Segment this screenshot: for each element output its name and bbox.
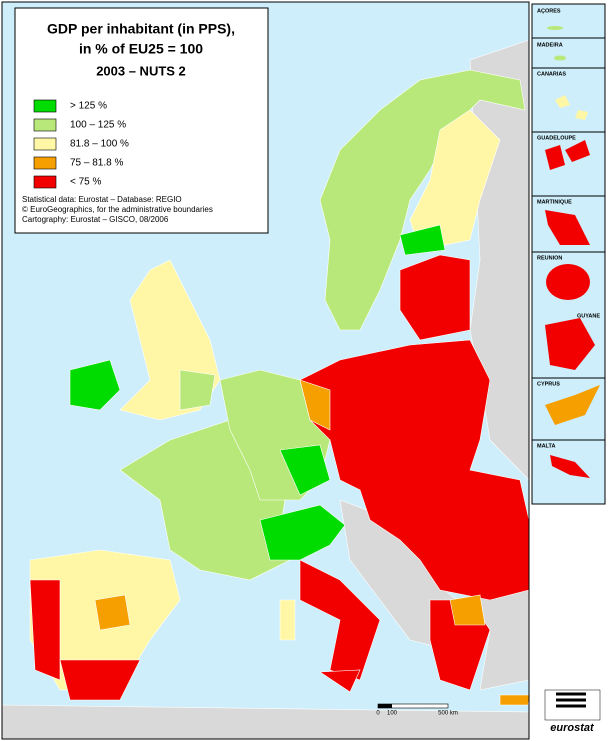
island <box>575 110 588 120</box>
logo-mark <box>556 692 586 708</box>
island <box>565 140 590 162</box>
scale-label: 500 km <box>438 711 458 717</box>
region <box>259 504 346 561</box>
scale-label: 100 <box>387 711 398 717</box>
island <box>545 318 595 370</box>
region <box>299 379 331 431</box>
island <box>546 264 590 300</box>
inset-frame <box>531 3 606 505</box>
logo-text: eurostat <box>550 722 595 734</box>
title-line: 2003 – NUTS 2 <box>96 63 186 78</box>
title-line: GDP per inhabitant (in PPS), <box>47 21 235 37</box>
insets: AÇORES MADEIRA CANARIAS GUADELOUPE MARTINIQU… <box>531 3 606 505</box>
region <box>69 359 121 411</box>
scale-rect <box>378 704 392 708</box>
legend-label: 100 – 125 % <box>70 120 126 131</box>
island <box>545 385 600 425</box>
scale-label: 0 <box>376 711 380 717</box>
island <box>547 26 563 30</box>
inset-label: CYPRUS <box>537 381 560 387</box>
inset-label: AÇORES <box>537 8 561 14</box>
region <box>499 694 531 706</box>
inset-label: REUNION <box>537 255 562 261</box>
region <box>279 599 296 641</box>
legend-label: < 75 % <box>70 177 102 188</box>
region <box>449 594 486 626</box>
map-frame <box>1 1 530 740</box>
legend-swatch <box>33 156 57 170</box>
inset-label: MALTA <box>537 443 555 449</box>
region <box>399 224 446 256</box>
legend-label: > 125 % <box>70 101 107 112</box>
region <box>179 369 216 411</box>
region <box>399 254 471 341</box>
source: Cartography: Eurostat – GISCO, 08/2006 <box>22 215 169 224</box>
source: Statistical data: Eurostat – Database: R… <box>22 195 182 204</box>
island <box>545 210 590 245</box>
legend-swatch <box>33 99 57 113</box>
island <box>545 145 565 170</box>
legend-swatch <box>33 118 57 132</box>
inset-label: CANARIAS <box>537 71 566 77</box>
region <box>409 109 501 251</box>
island <box>550 455 590 478</box>
region <box>59 659 141 701</box>
legend-label: 75 – 81.8 % <box>70 158 123 169</box>
region <box>94 594 131 631</box>
inset-label: MARTINIQUE <box>537 199 572 205</box>
scale-bar: 0 100 500 km <box>376 703 458 717</box>
region <box>279 444 331 496</box>
inset-label: GUADELOUPE <box>537 135 576 141</box>
island <box>555 95 570 108</box>
legend-swatch <box>33 175 57 189</box>
region <box>319 669 361 693</box>
legend-box <box>14 7 269 234</box>
region <box>299 339 530 601</box>
inset-label: GUYANE <box>577 313 600 319</box>
legend-label: 81.8 – 100 % <box>70 139 129 150</box>
title-line: in % of EU25 = 100 <box>79 41 203 57</box>
source: © EuroGeographics, for the administrativ… <box>22 205 213 214</box>
legend: > 125 % 100 – 125 % 81.8 – 100 % 75 – 81.8 … <box>33 99 129 189</box>
island <box>554 55 566 61</box>
inset-label: MADEIRA <box>537 42 563 48</box>
region <box>29 579 61 681</box>
legend-swatch <box>33 137 57 151</box>
